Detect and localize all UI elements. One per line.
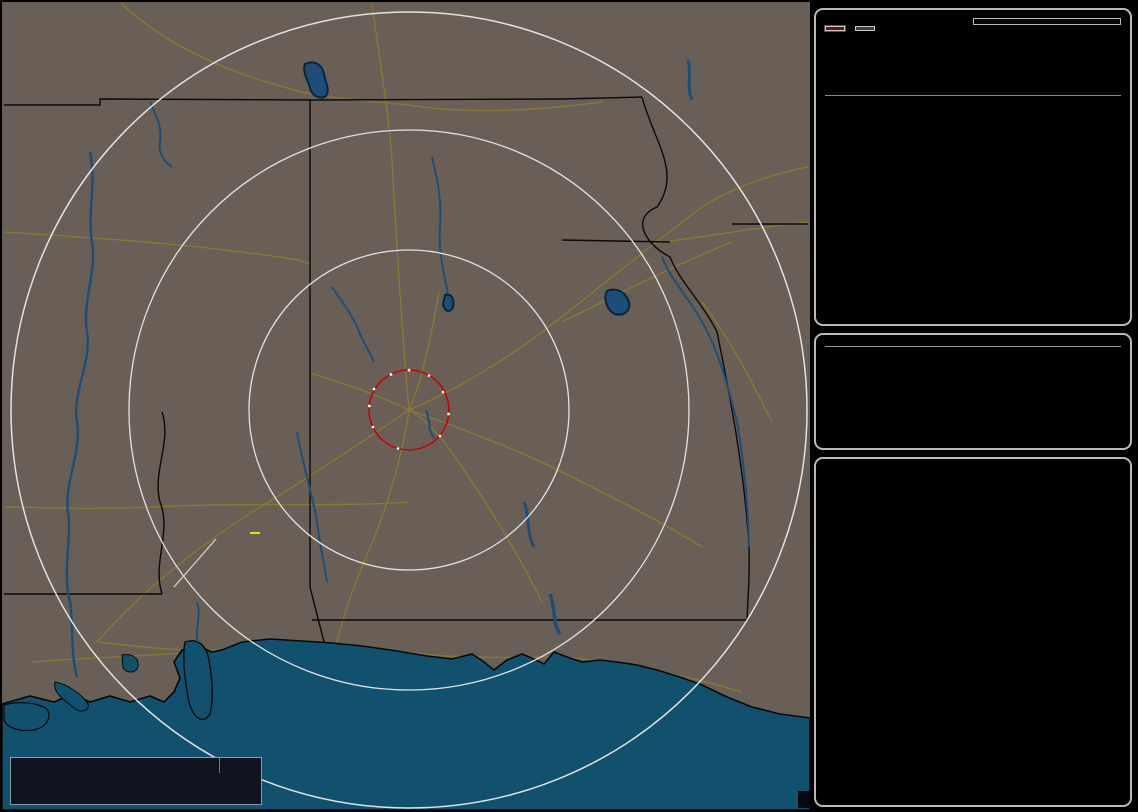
copyright-text bbox=[798, 791, 810, 808]
trend-graph bbox=[825, 484, 1127, 746]
legend-header-ages bbox=[218, 758, 261, 774]
legend-col-ic-neg bbox=[104, 758, 141, 773]
legend-col-ic-pos bbox=[178, 758, 220, 773]
map-area[interactable] bbox=[2, 2, 810, 810]
legend-col-cg-neg bbox=[67, 758, 104, 773]
distribution-header bbox=[825, 92, 1121, 96]
cell-leader-line bbox=[173, 538, 217, 588]
legend-col-cg-pos bbox=[141, 758, 178, 773]
lightning-map[interactable] bbox=[2, 2, 810, 810]
range-rings bbox=[10, 11, 808, 809]
bearing-readout bbox=[973, 18, 1121, 25]
legend-header-symbols bbox=[11, 758, 67, 773]
stats-trend-panel bbox=[814, 457, 1132, 807]
side-panel bbox=[812, 0, 1138, 812]
datetime-display bbox=[825, 342, 1121, 347]
symbols-legend bbox=[10, 757, 262, 805]
ring-dots bbox=[367, 368, 450, 450]
strike-mode-button[interactable] bbox=[824, 25, 846, 32]
status-panel bbox=[814, 333, 1132, 450]
noise-mode-button[interactable] bbox=[855, 26, 876, 31]
counters-panel bbox=[814, 8, 1132, 326]
rivers bbox=[65, 59, 750, 678]
